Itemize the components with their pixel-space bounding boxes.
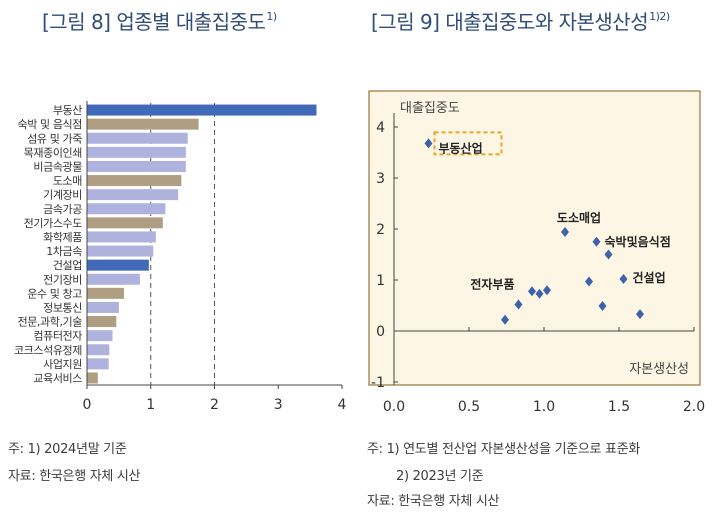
point-label-2: 숙박및음식점 [605,234,671,249]
point-label-9: 전자부품 [470,276,514,291]
bar-2 [87,132,188,144]
category-label-2: 섬유 및 가죽 [27,132,82,145]
bar-11 [87,259,149,271]
bar-12 [87,273,140,285]
x-axis-title: 자본생산성 [629,362,689,377]
bar-6 [87,189,179,201]
category-label-11: 건설업 [53,259,82,272]
bar-3 [87,146,186,158]
category-label-16: 컴퓨터전자 [33,330,82,343]
figure8-source: 자료: 한국은행 자체 시산 [8,469,141,484]
y-axis-title: 대출집중도 [400,101,460,116]
figure8-note: 주: 1) 2024년말 기준 [8,442,127,457]
figure9-title-text: [그림 9] 대출집중도와 자본생산성 [371,10,649,34]
category-label-8: 전기가스수도 [24,217,83,230]
x-tick-label-2: 2 [210,397,219,413]
x-tick-label-1: 1 [146,397,155,413]
scatter-point-6 [528,286,536,297]
y-tick-label-2: 1 [376,273,385,289]
category-label-1: 숙박 및 음식점 [17,118,82,131]
x-tick-label-2: 1.0 [533,399,555,415]
category-label-15: 전문,과학,기술 [17,316,82,329]
y-tick-label-4: 3 [376,171,385,187]
bar-0 [87,104,317,116]
plot-area [368,90,701,386]
scatter-point-8 [543,285,551,296]
bar-18 [87,358,109,370]
category-label-6: 기계장비 [43,189,82,202]
category-label-7: 금속가공 [43,203,82,216]
category-label-3: 목재종이인쇄 [24,146,82,159]
point-label-1: 도소매업 [557,210,601,225]
figure8-title-text: [그림 8] 업종별 대출집중도 [42,10,266,34]
figure8-title: [그림 8] 업종별 대출집중도1) [42,6,277,35]
x-tick-label-0: 0 [83,397,92,413]
bar-9 [87,231,156,243]
figure9-source: 자료: 한국은행 자체 시산 [367,494,500,509]
scatter-point-3 [604,249,613,260]
scatter-point-5 [619,273,628,284]
x-tick-label-1: 0.5 [458,399,480,415]
category-label-4: 비금속광물 [33,160,82,173]
category-label-10: 1차금속 [46,245,82,258]
scatter-point-12 [636,309,644,320]
bar-10 [87,245,154,257]
category-label-18: 사업지원 [43,358,82,371]
figure9-note1: 주: 1) 연도별 전산업 자본생산성을 기준으로 표준화 [367,442,641,457]
y-tick-label-5: 4 [376,120,385,136]
x-tick-label-0: 0.0 [383,399,405,415]
category-label-17: 코크스석유정제 [14,344,82,357]
bar-14 [87,301,119,313]
bar-13 [87,287,124,299]
bar-15 [87,316,117,328]
category-label-5: 도소매 [53,175,82,188]
category-label-13: 운수 및 창고 [27,287,82,300]
category-label-12: 전기장비 [43,273,82,286]
highlight-box [433,131,503,156]
category-label-0: 부동산 [53,104,82,117]
figure9-note2: 2) 2023년 기준 [396,469,484,484]
scatter-point-2 [592,236,601,247]
scatter-point-10 [598,301,607,312]
category-label-19: 교육서비스 [33,372,82,385]
scatter-point-9 [514,299,523,310]
point-label-0: 부동산업 [439,140,483,155]
figure9-title: [그림 9] 대출집중도와 자본생산성1)2) [371,6,670,35]
bar-19 [87,372,98,384]
y-tick-label-3: 2 [376,222,385,238]
scatter-point-0 [424,138,433,149]
bar-8 [87,217,163,229]
y-tick-label-0: -1 [371,375,385,391]
category-label-9: 화학제품 [43,231,82,244]
bar-5 [87,175,182,187]
figure8-title-sup: 1) [266,10,277,23]
figure9-title-sup: 1)2) [649,10,670,23]
x-tick-label-4: 2.0 [683,399,705,415]
scatter-point-11 [501,314,509,325]
bar-1 [87,118,199,130]
bar-4 [87,160,186,172]
scatter-point-4 [585,276,593,287]
point-label-5: 건설업 [633,270,666,285]
x-tick-label-4: 4 [338,397,347,413]
x-tick-label-3: 1.5 [608,399,630,415]
bar-7 [87,203,166,215]
bar-17 [87,344,110,356]
scatter-point-1 [561,227,569,238]
scatter-point-7 [535,288,544,299]
bar-16 [87,330,113,342]
y-tick-label-1: 0 [376,324,385,340]
category-label-14: 정보통신 [43,301,82,314]
x-tick-label-3: 3 [274,397,283,413]
